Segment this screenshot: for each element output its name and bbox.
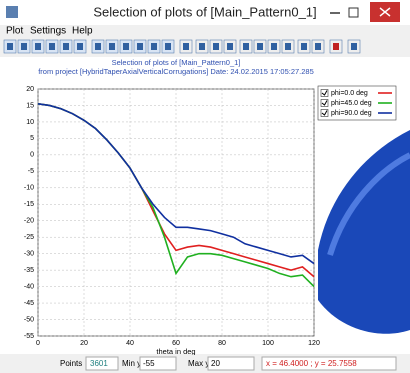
y-tick-label: -20 [24, 218, 34, 225]
y-tick-label: 15 [26, 102, 34, 109]
toolbar-icon [49, 43, 55, 50]
toolbar-icon [301, 43, 307, 50]
x-tick-label: 100 [262, 340, 274, 347]
toolbar-icon [35, 43, 41, 50]
status-value: 20 [211, 359, 220, 368]
toolbar-icon [77, 43, 83, 50]
y-tick-label: 0 [30, 152, 34, 159]
y-tick-label: -5 [28, 168, 34, 175]
y-tick-label: -45 [24, 300, 34, 307]
toolbar-icon [151, 43, 157, 50]
status-label: Points [60, 359, 82, 368]
toolbar [4, 40, 360, 53]
y-tick-label: -10 [24, 185, 34, 192]
app-window: Selection of plots of [Main_Pattern0_1] … [0, 0, 410, 373]
y-tick-label: -30 [24, 251, 34, 258]
y-tick-label: -25 [24, 234, 34, 241]
toolbar-icon [165, 43, 171, 50]
toolbar-icon [21, 43, 27, 50]
x-axis-label: theta in deg [156, 347, 195, 356]
y-tick-label: -15 [24, 201, 34, 208]
toolbar-icon [137, 43, 143, 50]
x-tick-label: 120 [308, 340, 320, 347]
chart-subtitle: from project [HybridTaperAxialVerticalCo… [38, 67, 314, 76]
toolbar-icon [243, 43, 249, 50]
x-tick-label: 20 [80, 340, 88, 347]
toolbar-icon [109, 43, 115, 50]
chart-title: Selection of plots of [Main_Pattern0_1] [112, 58, 241, 67]
toolbar-icon [213, 43, 219, 50]
app-icon [6, 6, 18, 18]
menu-item[interactable]: Plot [6, 26, 23, 37]
legend-label: phi=45.0 deg [331, 100, 372, 107]
toolbar-icon [199, 43, 205, 50]
y-tick-label: -40 [24, 283, 34, 290]
x-tick-label: 80 [218, 340, 226, 347]
y-tick-label: -55 [24, 333, 34, 340]
status-value: -55 [143, 359, 155, 368]
toolbar-icon [63, 43, 69, 50]
y-tick-label: -35 [24, 267, 34, 274]
y-tick-label: 10 [26, 119, 34, 126]
toolbar-icon [183, 43, 189, 50]
menu-item[interactable]: Settings [30, 26, 66, 37]
toolbar-icon [271, 43, 277, 50]
legend-label: phi=0.0 deg [331, 90, 368, 97]
toolbar-icon [257, 43, 263, 50]
y-tick-label: 5 [30, 135, 34, 142]
x-tick-label: 40 [126, 340, 134, 347]
cursor-position: x = 46.4000 ; y = 25.7558 [266, 359, 357, 368]
x-tick-label: 60 [172, 340, 180, 347]
menu-item[interactable]: Help [72, 26, 93, 37]
y-tick-label: -50 [24, 316, 34, 323]
toolbar-icon [315, 43, 321, 50]
legend-label: phi=90.0 deg [331, 110, 372, 117]
toolbar-icon [95, 43, 101, 50]
x-tick-label: 0 [36, 340, 40, 347]
toolbar-icon [7, 43, 13, 50]
toolbar-icon [351, 43, 357, 50]
y-tick-label: 20 [26, 86, 34, 93]
toolbar-icon [227, 43, 233, 50]
toolbar-icon [333, 43, 339, 50]
toolbar-icon [285, 43, 291, 50]
status-value: 3601 [90, 359, 108, 368]
window-title: Selection of plots of [Main_Pattern0_1] [93, 4, 316, 19]
toolbar-icon [123, 43, 129, 50]
